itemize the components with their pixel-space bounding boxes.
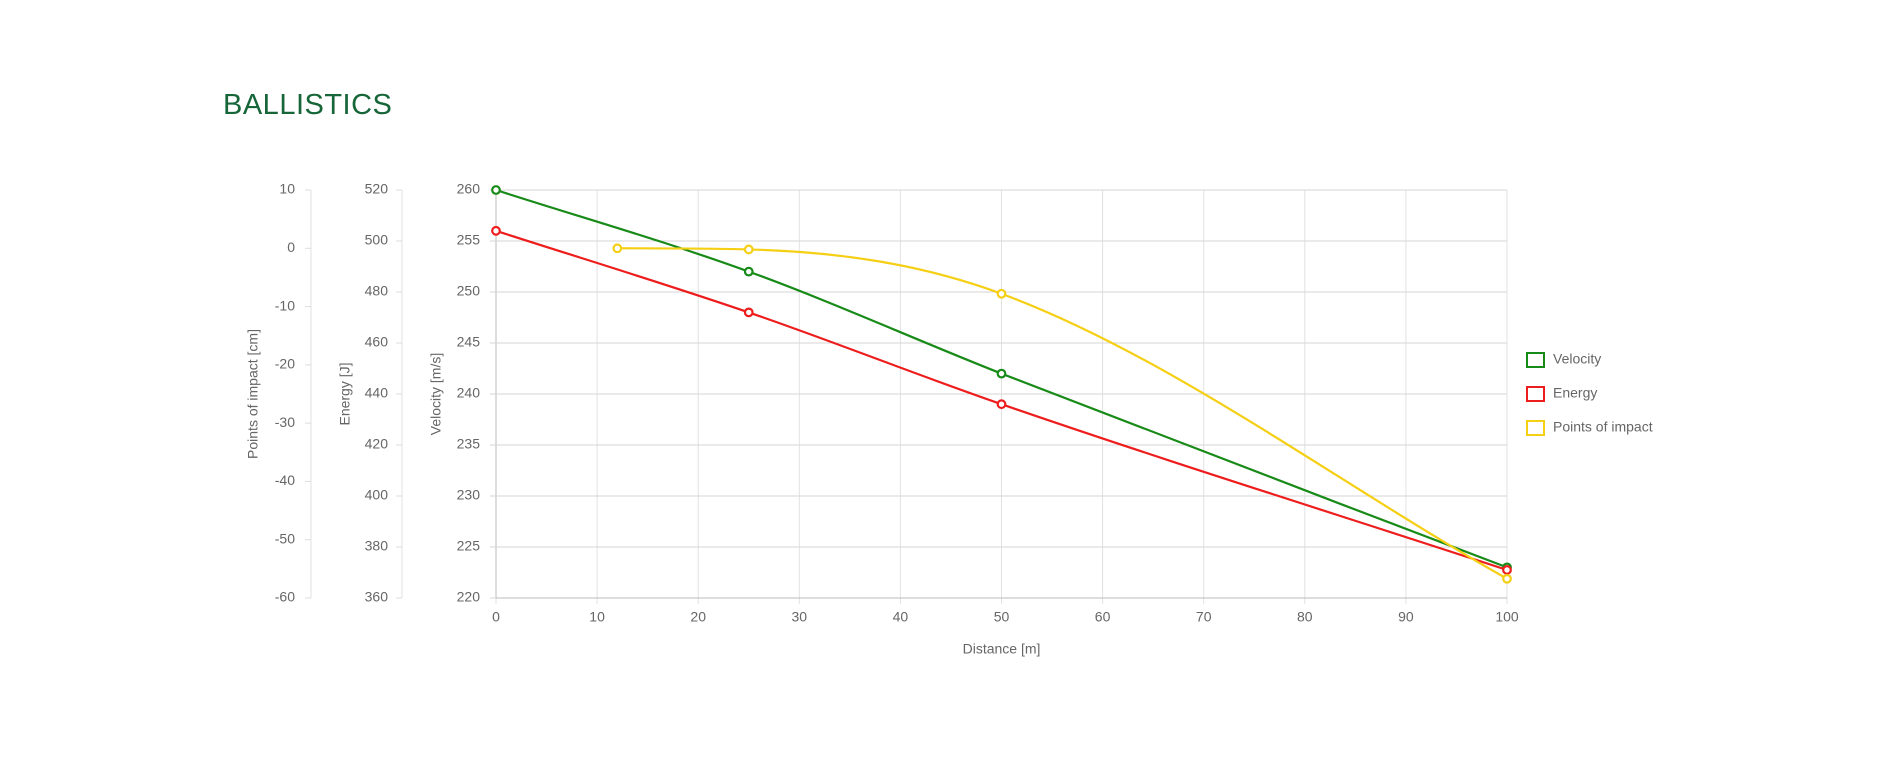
x-tick-label: 10 — [589, 609, 605, 625]
series-line — [495, 188, 1508, 569]
y-axis-title: Energy [J] — [337, 362, 353, 425]
x-axis-title: Distance [m] — [963, 641, 1041, 657]
data-point — [612, 243, 623, 254]
y-tick-label: 10 — [279, 181, 295, 197]
chart-title: BALLISTICS — [223, 89, 392, 121]
y-tick-label: -30 — [275, 414, 295, 430]
y-tick-label: 230 — [457, 487, 481, 503]
y-tick-label: 460 — [365, 334, 389, 350]
y-tick-label: 250 — [457, 283, 481, 299]
y-axis-title: Points of impact [cm] — [245, 329, 261, 459]
data-point — [743, 266, 754, 277]
y-tick-label: 0 — [287, 239, 295, 255]
y-tick-label: 480 — [365, 283, 389, 299]
legend-label: Points of impact — [1553, 419, 1653, 435]
y-tick-label: 520 — [365, 181, 389, 197]
y-tick-label: -20 — [275, 356, 295, 372]
legend-label: Energy — [1553, 385, 1597, 401]
data-point — [491, 185, 501, 195]
x-tick-label: 0 — [492, 609, 500, 625]
data-point — [996, 399, 1007, 410]
x-tick-label: 30 — [792, 609, 808, 625]
data-point — [996, 288, 1007, 299]
y-axis-title: Velocity [m/s] — [428, 353, 444, 435]
x-tick-label: 100 — [1495, 609, 1519, 625]
y-tick-label: 245 — [457, 334, 481, 350]
y-tick-label: -40 — [275, 472, 295, 488]
data-point — [743, 307, 754, 318]
y-tick-label: 260 — [457, 181, 481, 197]
x-tick-label: 80 — [1297, 609, 1313, 625]
x-tick-label: 90 — [1398, 609, 1414, 625]
y-tick-label: -60 — [275, 589, 295, 605]
data-point — [743, 244, 754, 255]
y-tick-label: 220 — [457, 589, 481, 605]
series-line — [617, 247, 1508, 580]
y-tick-label: 400 — [365, 487, 389, 503]
y-tick-label: 255 — [457, 232, 481, 248]
legend-label: Velocity — [1553, 351, 1601, 367]
y-tick-label: 225 — [457, 538, 481, 554]
y-tick-label: 380 — [365, 538, 389, 554]
data-point — [1502, 573, 1512, 584]
series-line — [495, 229, 1508, 571]
legend-swatch — [1526, 420, 1545, 436]
y-tick-label: 420 — [365, 436, 389, 452]
x-tick-label: 50 — [994, 609, 1010, 625]
y-tick-label: 235 — [457, 436, 481, 452]
x-tick-label: 20 — [690, 609, 706, 625]
data-point — [996, 368, 1007, 379]
data-point — [1502, 565, 1512, 575]
legend-swatch — [1526, 386, 1545, 402]
y-tick-label: 500 — [365, 232, 389, 248]
x-tick-label: 60 — [1095, 609, 1111, 625]
x-tick-label: 70 — [1196, 609, 1212, 625]
legend-swatch — [1526, 352, 1545, 368]
x-tick-label: 40 — [893, 609, 909, 625]
y-tick-label: 440 — [365, 385, 389, 401]
data-point — [491, 225, 501, 236]
y-tick-label: 360 — [365, 589, 389, 605]
y-tick-label: -10 — [275, 297, 295, 313]
y-tick-label: 240 — [457, 385, 481, 401]
y-tick-label: -50 — [275, 530, 295, 546]
